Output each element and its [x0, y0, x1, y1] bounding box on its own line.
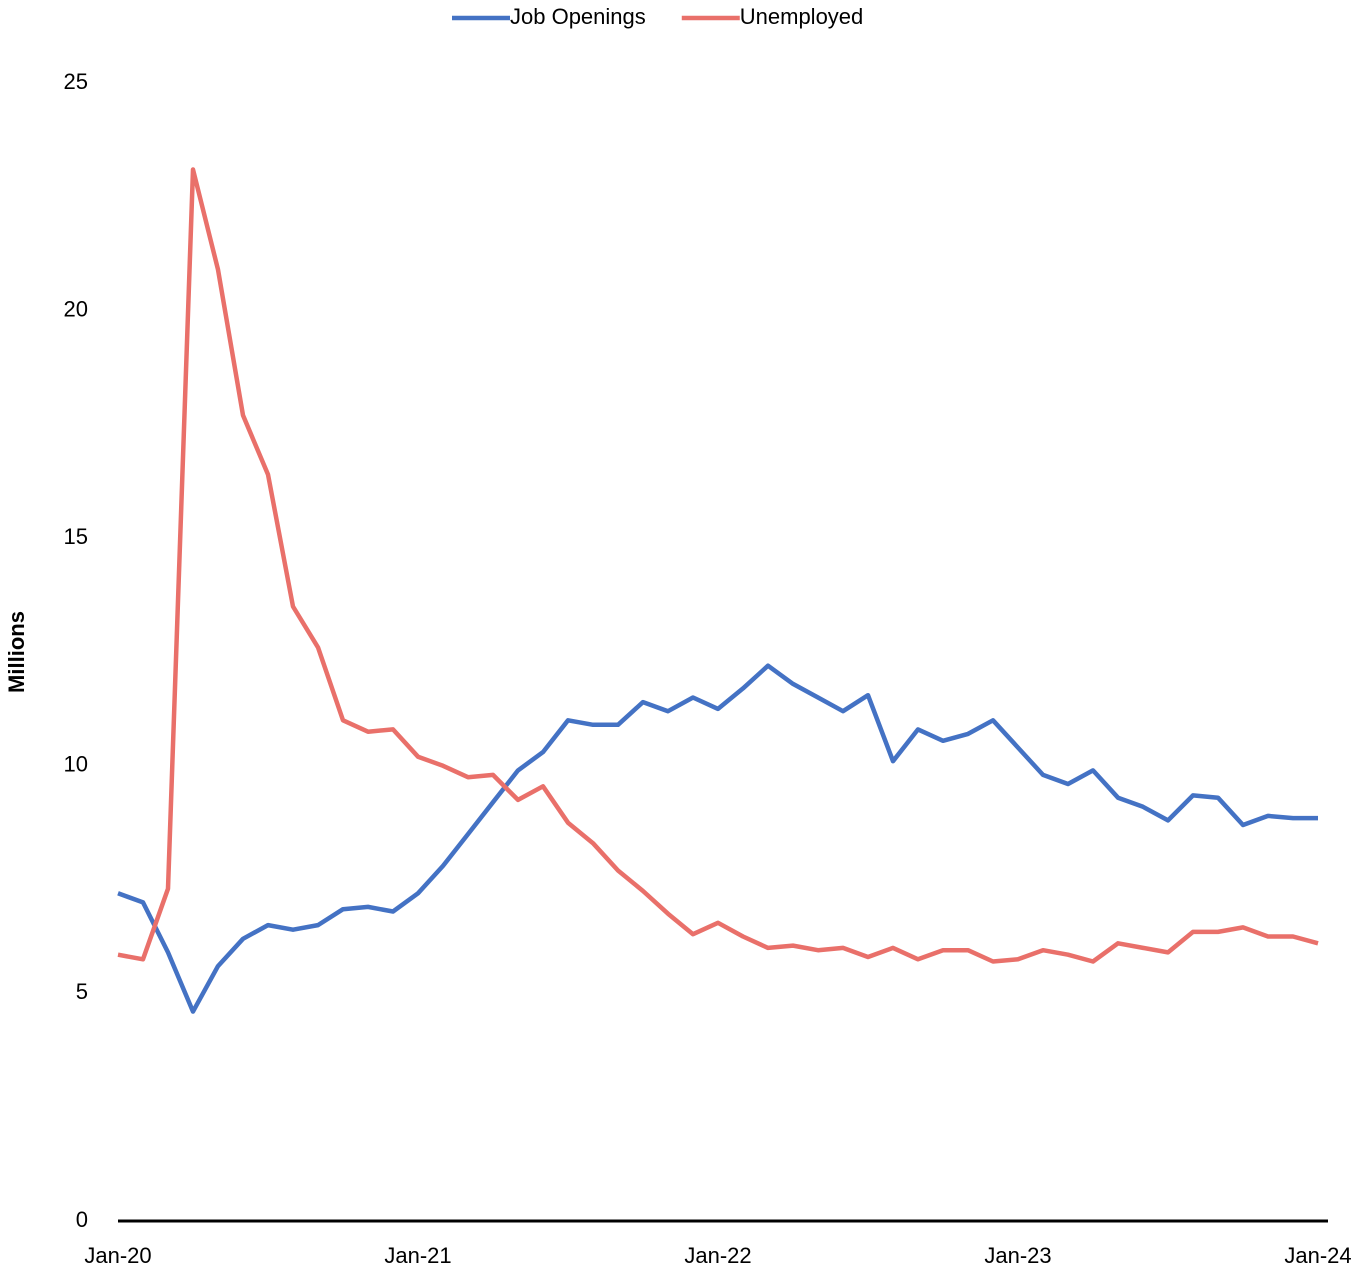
y-tick-label: 0 — [76, 1207, 88, 1232]
y-tick-label: 15 — [64, 524, 88, 549]
y-tick-label: 20 — [64, 296, 88, 321]
y-tick-label: 10 — [64, 752, 88, 777]
line — [117, 663, 1318, 1014]
y-tick-label: 25 — [64, 69, 88, 94]
y-axis-label: Millions — [4, 611, 29, 693]
line — [117, 167, 1319, 964]
x-tick-label: Jan-24 — [1284, 1243, 1351, 1268]
x-tick-label: Jan-22 — [684, 1243, 751, 1268]
x-tick-label: Jan-21 — [384, 1243, 451, 1268]
legend-label: Unemployed — [740, 4, 864, 29]
legend-label: Job Openings — [510, 4, 646, 29]
x-tick-label: Jan-20 — [84, 1243, 151, 1268]
x-tick-label: Jan-23 — [984, 1243, 1051, 1268]
y-tick-label: 5 — [76, 979, 88, 1004]
